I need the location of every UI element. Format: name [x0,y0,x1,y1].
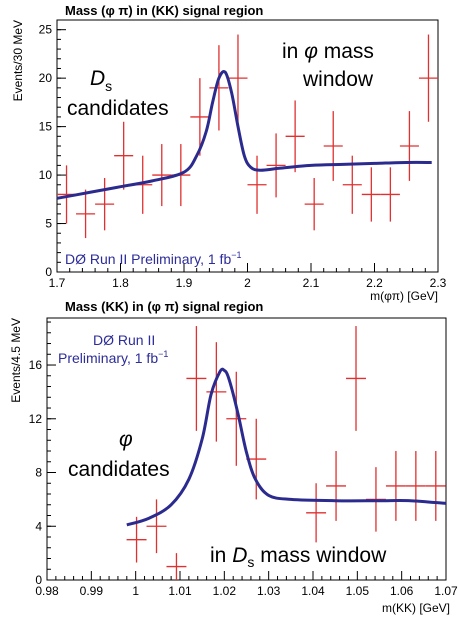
data-point [226,371,247,466]
panel-bottom: Mass (KK) in (φ π) signal region 0 4 8 1… [9,299,458,615]
x-tick-label: 0.98 [35,584,59,598]
data-point [304,177,324,231]
data-point [306,483,327,543]
preliminary-label-top: DØ Run II Preliminary, 1 fb−1 [65,250,242,267]
data-point [206,342,227,442]
x-tick-label: 1.01 [168,584,192,598]
data-point [228,34,248,122]
x-tick-labels-top: 1.7 1.8 1.9 2 2.1 2.2 2.3 [49,276,447,290]
data-point [399,111,419,181]
data-point [266,133,286,198]
candidates-symbol-bottom: φ [119,428,133,451]
x-tick-label: 0.99 [80,584,104,598]
window-label-bottom: in Ds mass window [210,544,387,570]
x-tick-label: 1.05 [346,584,370,598]
x-tick-label: 1.02 [213,584,237,598]
y-tick-label: 16 [29,358,43,372]
preliminary-label-bottom-line1: DØ Run II [93,332,155,348]
preliminary-label-bottom-line2: Preliminary, 1 fb−1 [58,349,168,366]
x-tick-label: 2 [244,276,251,290]
data-point [152,144,172,207]
candidates-label-top: candidates [67,97,169,120]
axis-ticks-bottom [46,321,447,581]
panel-top: Mass (φ π) in (KK) signal region 0 5 10 … [11,3,447,303]
candidates-label-bottom: candidates [68,458,170,481]
y-tick-label: 12 [29,412,43,426]
x-tick-label: 2.3 [430,276,447,290]
data-point [285,100,305,173]
data-point [209,45,229,131]
data-point [425,451,446,521]
x-tick-label: 1 [132,584,139,598]
chart-title-top: Mass (φ π) in (KK) signal region [65,3,263,18]
data-point [326,451,347,521]
data-point [95,177,115,231]
x-axis-label-top: m(φπ) [GeV] [370,289,438,303]
data-point [385,451,406,521]
data-point [361,167,381,222]
y-tick-label: 4 [35,519,42,533]
x-axis-label-bottom: m(KK) [GeV] [382,601,450,615]
candidates-symbol-top: Ds [90,67,112,94]
fit-curve-top [56,70,432,200]
window-label-line2: window [302,68,374,91]
x-tick-label: 1.8 [112,276,129,290]
x-tick-label: 2.2 [366,276,383,290]
window-label-line1: in φ mass [282,40,374,63]
data-point [405,451,426,521]
x-tick-label: 2.1 [303,276,320,290]
data-point [186,326,207,431]
data-point [114,121,134,190]
y-tick-labels-top: 0 5 10 15 20 25 [39,23,53,279]
x-tick-label: 1.7 [49,276,66,290]
y-tick-label: 10 [39,168,53,182]
data-points-bottom [126,326,446,580]
y-tick-label: 0 [45,265,52,279]
y-tick-label: 20 [39,71,53,85]
y-tick-label: 0 [35,573,42,587]
data-point [76,189,96,239]
y-tick-label: 8 [35,466,42,480]
plot-frame-bottom [46,317,447,581]
data-point [190,78,210,156]
axis-ticks-top [56,29,439,273]
data-point [380,167,400,222]
x-tick-label: 1.07 [434,584,458,598]
data-point [166,553,187,580]
y-axis-label-bottom: Events/4.5 MeV [9,318,23,403]
x-tick-labels-bottom: 0.98 0.99 1 1.01 1.02 1.03 1.04 1.05 1.0… [35,584,458,598]
x-tick-label: 1.03 [257,584,281,598]
data-point [247,155,267,214]
fit-curve-bottom [126,367,447,527]
x-tick-label: 1.06 [390,584,414,598]
data-point [346,326,366,431]
x-tick-label: 1.9 [176,276,193,290]
data-point [323,111,343,181]
data-point [418,34,438,122]
y-tick-labels-bottom: 0 4 8 12 16 [29,358,43,587]
data-points-top [57,34,438,239]
data-point [126,516,147,563]
plot-frame-top [56,19,439,273]
y-tick-label: 15 [39,120,53,134]
y-tick-label: 25 [39,23,53,37]
x-tick-label: 1.04 [301,584,325,598]
data-point [146,499,167,554]
y-axis-label-top: Events/30 MeV [11,20,25,101]
chart-title-bottom: Mass (KK) in (φ π) signal region [65,299,263,314]
y-tick-label: 5 [45,217,52,231]
